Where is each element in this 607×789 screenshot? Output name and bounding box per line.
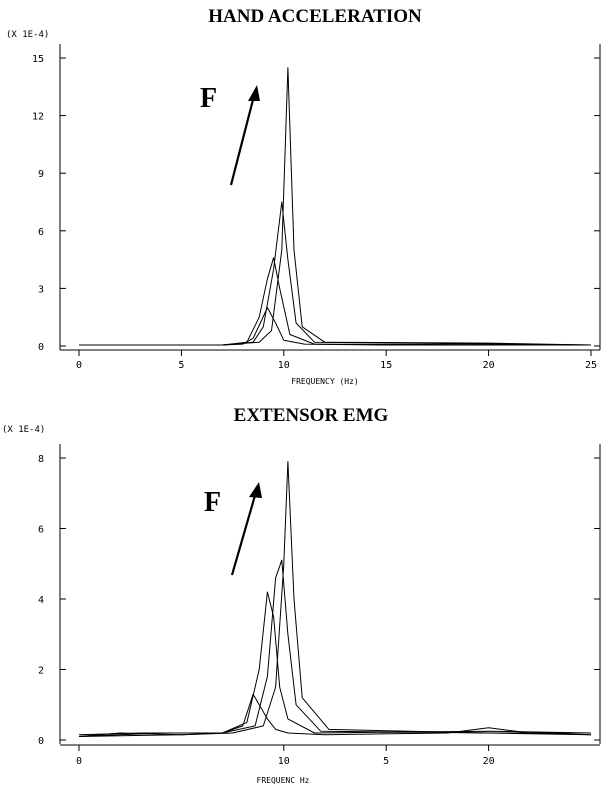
x-tick-label: 0	[76, 756, 82, 767]
x-tick-label: 0	[76, 360, 82, 371]
y-tick-label: 12	[32, 112, 44, 123]
y-tick-label: 4	[38, 595, 44, 606]
series-line	[78, 559, 592, 737]
x-tick-label: 15	[380, 360, 392, 371]
chart-title: EXTENSOR EMG	[234, 405, 389, 426]
series-line	[79, 67, 592, 346]
y-tick-label: 9	[38, 169, 44, 180]
y-tick-label: 6	[38, 525, 44, 536]
force-arrow	[230, 482, 262, 576]
x-tick-label: 20	[483, 756, 495, 767]
series-line	[79, 257, 592, 346]
x-tick-label: 10	[278, 756, 290, 767]
y-tick-label: 0	[38, 736, 44, 747]
x-tick-label: 5	[178, 360, 184, 371]
force-arrow	[229, 85, 260, 186]
x-tick-label: 5	[383, 756, 389, 767]
y-tick-label: 6	[38, 227, 44, 238]
series-line	[79, 201, 592, 346]
y-tick-label: 15	[32, 54, 44, 65]
y-scale-note: (X 1E-4)	[6, 30, 49, 40]
y-tick-label: 0	[38, 342, 44, 353]
plot-area: 0 2 4 6 8 0 10 5 20	[38, 444, 601, 767]
chart-title: HAND ACCELERATION	[208, 6, 422, 27]
x-axis-label: FREQUENCY (Hz)	[291, 377, 358, 386]
y-tick-label: 3	[38, 284, 44, 295]
series-line	[79, 307, 591, 346]
series-line	[78, 693, 592, 737]
y-tick-label: 2	[38, 666, 44, 677]
force-annotation: F	[200, 83, 217, 114]
plot-area: 0 3 6 9 12 15 0 5 10 15 20 25	[32, 44, 601, 371]
x-tick-label: 20	[483, 360, 495, 371]
x-tick-label: 10	[278, 360, 290, 371]
x-axis-label: FREQUENC Hz	[257, 776, 310, 785]
series-line	[78, 461, 591, 737]
x-tick-label: 25	[585, 360, 597, 371]
series-line	[78, 591, 592, 736]
force-annotation: F	[204, 487, 221, 518]
y-tick-label: 8	[38, 454, 44, 465]
y-scale-note: (X 1E-4)	[2, 425, 45, 435]
